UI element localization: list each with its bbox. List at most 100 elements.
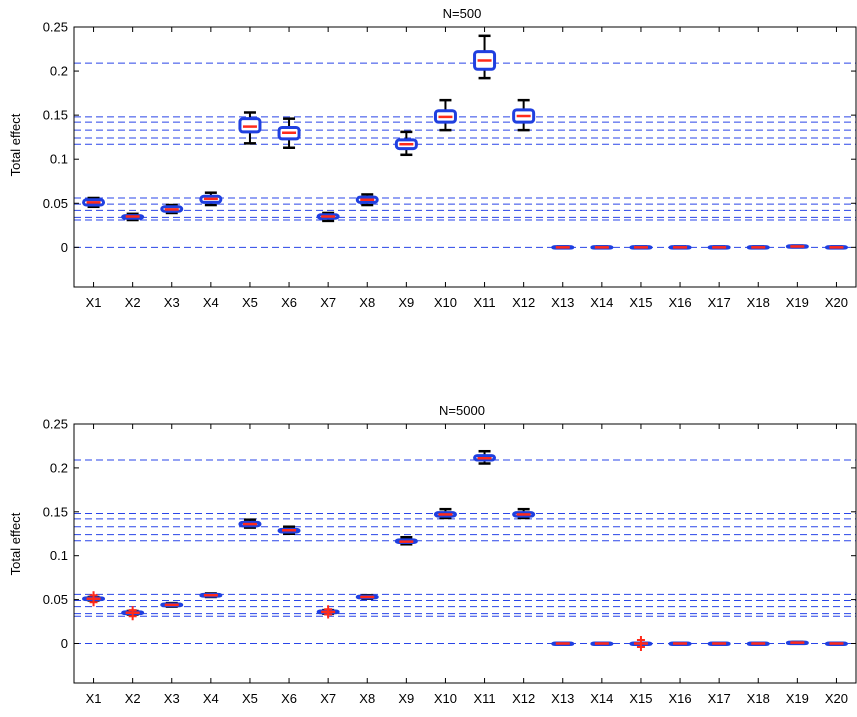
x-tick-label: X16 [668, 295, 691, 310]
x-tick-label: X10 [434, 691, 457, 706]
boxplot-x8 [355, 193, 379, 207]
boxplot-x10 [433, 507, 457, 520]
boxplots [82, 34, 848, 250]
x-tick-label: X20 [825, 691, 848, 706]
x-tick-label: X7 [320, 691, 336, 706]
x-tick-label: X18 [747, 295, 770, 310]
outlier-marker [128, 606, 137, 615]
boxplot-x1 [82, 196, 106, 209]
boxplot-x5 [238, 111, 262, 145]
x-tick-label: X17 [708, 295, 731, 310]
boxplot-x7 [316, 605, 340, 619]
boxplot-x4 [199, 191, 223, 207]
y-tick-label: 0.2 [50, 64, 68, 79]
x-tick-label: X11 [473, 295, 495, 310]
outlier-marker [324, 605, 333, 614]
boxplot-x14 [590, 245, 614, 250]
boxplot-x16 [668, 641, 692, 647]
boxplot-x6 [277, 117, 301, 149]
boxplot-x7 [316, 211, 340, 223]
boxplot-x3 [160, 203, 184, 215]
boxplot-x4 [199, 592, 223, 599]
boxplot-x20 [824, 641, 848, 647]
reference-lines [74, 62, 856, 248]
y-tick-label: 0 [61, 240, 68, 255]
boxplot-x11 [473, 449, 497, 465]
y-tick-label: 0.1 [50, 548, 68, 563]
boxplot-x3 [160, 601, 184, 608]
y-tick-label: 0.1 [50, 152, 68, 167]
y-tick-label: 0 [61, 636, 68, 651]
box-iqr [238, 117, 262, 134]
chart-title: N=500 [443, 6, 482, 21]
boxplot-x11 [473, 34, 497, 80]
chart-panel-n500: N=500 Total effect 0 0.05 0.1 0.15 0.2 0.25 X… [8, 6, 857, 310]
x-tick-label: X4 [203, 691, 219, 706]
x-tick-label: X8 [359, 691, 375, 706]
y-tick-label: 0.2 [50, 460, 68, 475]
boxplot-x17 [707, 641, 731, 647]
chart-panel-n5000: N=5000 Total effect 00.050.10.150.20.25 … [8, 403, 857, 706]
x-tick-label: X5 [242, 691, 258, 706]
x-tick-label: X9 [398, 691, 414, 706]
x-tick-label: X10 [434, 295, 457, 310]
boxplot-x12 [512, 507, 536, 520]
x-tick-label: X7 [320, 295, 336, 310]
x-tick-label: X12 [512, 691, 535, 706]
x-tick-label: X3 [164, 691, 180, 706]
x-tick-label: X2 [125, 295, 141, 310]
boxplot-x2 [121, 212, 145, 222]
boxplot-x18 [746, 245, 770, 250]
boxplot-x20 [824, 245, 848, 250]
y-axis-label: Total effect [8, 512, 23, 575]
x-tick-label: X14 [590, 295, 613, 310]
y-tick-label: 0.15 [43, 108, 68, 123]
boxplot-x18 [746, 641, 770, 647]
plot-area [73, 423, 857, 684]
boxplot-x17 [707, 245, 731, 250]
boxplot-x1 [82, 591, 106, 607]
x-tick-label: X1 [86, 691, 102, 706]
boxplot-x15 [629, 245, 653, 250]
y-tick-label: 0.25 [43, 417, 68, 432]
boxplot-x15 [629, 635, 653, 652]
x-tick-label: X1 [86, 295, 102, 310]
x-tick-label: X15 [629, 691, 652, 706]
boxplot-x10 [433, 98, 457, 132]
boxplot-x19 [785, 244, 809, 249]
y-tick-label: 0.15 [43, 504, 68, 519]
boxplot-x8 [355, 593, 379, 600]
outlier-marker [636, 643, 645, 652]
y-tick-label: 0.25 [43, 20, 68, 35]
y-ticks: 0 0.05 0.1 0.15 0.2 0.25 [43, 20, 856, 255]
x-tick-label: X6 [281, 295, 297, 310]
boxplot-x13 [551, 245, 575, 250]
boxplot-x9 [394, 130, 418, 157]
x-ticks: X1 X2 X3 X4 X5 X6 X7 X8 X9 X10 X11 X12 X13 X14 X15 X16 X… [86, 424, 848, 706]
x-tick-label: X11 [473, 691, 495, 706]
x-tick-label: X13 [551, 295, 574, 310]
x-tick-label: X18 [747, 691, 770, 706]
x-tick-label: X4 [203, 295, 219, 310]
x-tick-label: X19 [786, 295, 809, 310]
x-tick-label: X13 [551, 691, 574, 706]
y-tick-label: 0.05 [43, 592, 68, 607]
outlier-marker [89, 598, 98, 607]
x-tick-label: X12 [512, 295, 535, 310]
x-tick-label: X20 [825, 295, 848, 310]
y-ticks: 0 0.05 0.1 0.15 0.2 0.25 [43, 417, 856, 651]
chart-title: N=5000 [439, 403, 485, 418]
y-tick-label: 0.05 [43, 196, 68, 211]
boxplot-x6 [277, 525, 301, 535]
x-tick-label: X8 [359, 295, 375, 310]
boxplot-x14 [590, 641, 614, 647]
boxplot-x19 [785, 640, 809, 646]
boxplot-x5 [238, 518, 262, 529]
outlier-marker [636, 635, 645, 644]
x-tick-label: X9 [398, 295, 414, 310]
boxplot-x9 [394, 536, 418, 546]
x-tick-label: X6 [281, 691, 297, 706]
boxplot-x13 [551, 641, 575, 647]
x-tick-label: X3 [164, 295, 180, 310]
